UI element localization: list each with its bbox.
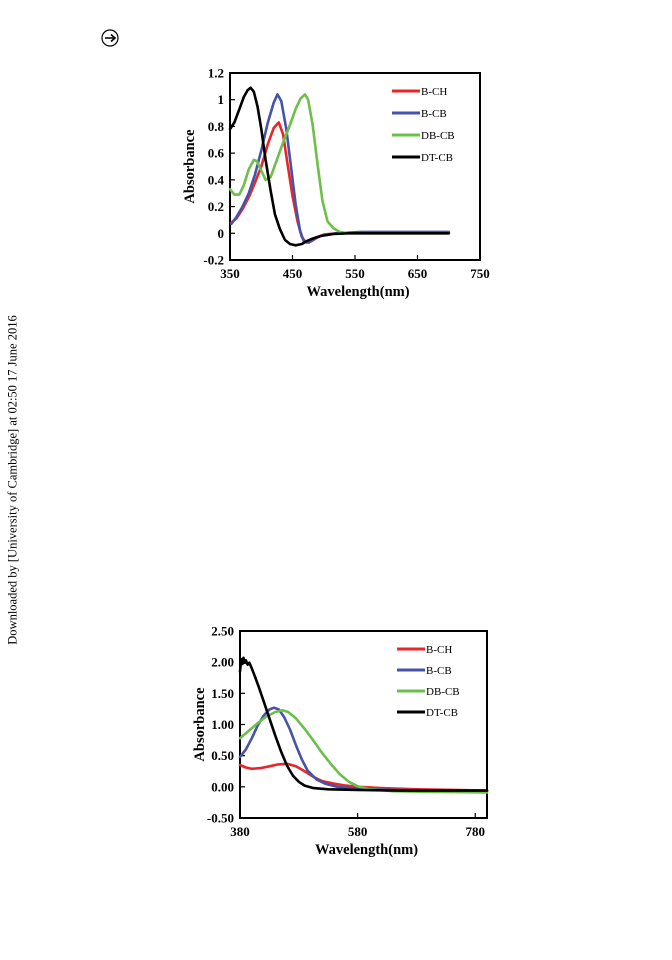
legend-label-b-cb: B-CB <box>421 108 447 120</box>
series-line-db-cb <box>238 708 489 794</box>
x-tick-label: 650 <box>408 266 428 281</box>
legend-label-dt-cb: DT-CB <box>421 152 453 164</box>
legend-label-db-cb: DB-CB <box>426 686 460 698</box>
y-tick-label: 0.6 <box>208 146 225 161</box>
y-tick-label: -0.2 <box>203 253 224 268</box>
y-tick-label: -0.50 <box>207 811 234 826</box>
download-notice-text: Downloaded by [University of Cambridge] … <box>5 315 20 645</box>
y-tick-label: 1.2 <box>208 66 224 81</box>
x-tick-label: 780 <box>465 824 485 839</box>
legend-label-b-ch: B-CH <box>426 644 452 656</box>
y-axis-title: Absorbance <box>182 129 198 204</box>
y-tick-label: 1.00 <box>211 717 234 732</box>
y-tick-label: 0 <box>218 226 225 241</box>
absorbance-chart-1: -0.2 0 0.2 0.4 0.6 0.8 1 1.2 350 450 550 650 750 Wave… <box>182 66 490 301</box>
series-line-db-cb <box>228 93 451 235</box>
x-tick-label: 380 <box>230 824 250 839</box>
x-axis-title: Wavelength(nm) <box>306 284 409 300</box>
absorbance-chart-2: -0.50 0.00 0.50 1.00 1.50 2.00 2.50 380 580 780 Wa… <box>192 624 489 858</box>
legend-label-b-cb: B-CB <box>426 665 452 677</box>
x-tick-label: 450 <box>283 266 303 281</box>
circled-arrow-icon <box>101 29 119 47</box>
y-tick-label: 0.2 <box>208 199 224 214</box>
y-tick-label: 0.00 <box>211 779 234 794</box>
y-tick-label: 1.50 <box>211 686 234 701</box>
y-tick-label: 2.00 <box>211 655 234 670</box>
series-line-dt-cb <box>228 86 451 247</box>
x-tick-label: 580 <box>348 824 368 839</box>
x-tick-label: 750 <box>470 266 490 281</box>
series-line-b-ch <box>238 762 489 792</box>
y-tick-label: 0.4 <box>208 172 225 187</box>
legend-label-dt-cb: DT-CB <box>426 707 458 719</box>
x-tick-label: 550 <box>345 266 365 281</box>
y-axis-title: Absorbance <box>192 687 208 762</box>
x-axis-title: Wavelength(nm) <box>315 842 418 858</box>
legend-label-db-cb: DB-CB <box>421 130 455 142</box>
y-tick-label: 2.50 <box>211 624 234 639</box>
series-line-b-cb <box>238 706 489 793</box>
x-tick-label: 350 <box>220 266 240 281</box>
y-tick-label: 0.8 <box>208 119 225 134</box>
series-line-b-cb <box>230 93 451 244</box>
y-tick-label: 0.50 <box>211 748 234 763</box>
legend-label-b-ch: B-CH <box>421 86 447 98</box>
y-tick-label: 1 <box>218 92 225 107</box>
series-line-dt-cb <box>238 656 489 792</box>
